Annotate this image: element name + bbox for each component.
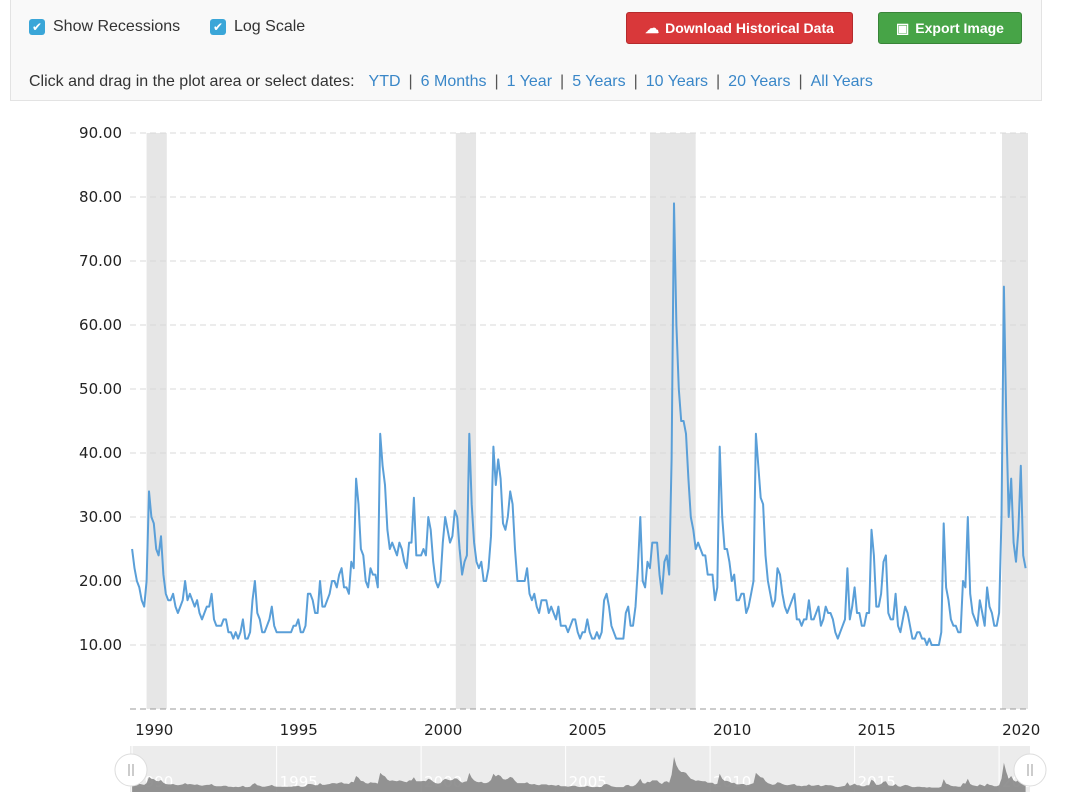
y-tick-label: 20.00 bbox=[79, 572, 122, 590]
x-tick-label: 2015 bbox=[858, 721, 896, 739]
log-scale-checkbox[interactable]: ✔ Log Scale bbox=[210, 18, 305, 36]
y-tick-label: 10.00 bbox=[79, 636, 122, 654]
y-tick-label: 30.00 bbox=[79, 508, 122, 526]
show-recessions-checkbox[interactable]: ✔ Show Recessions bbox=[29, 18, 180, 36]
chart-controls: ✔ Show Recessions ✔ Log Scale ☁ Download… bbox=[10, 0, 1042, 101]
navigator-left-handle[interactable] bbox=[114, 753, 148, 787]
navigator-background bbox=[130, 746, 1030, 792]
date-range-selector: Click and drag in the plot area or selec… bbox=[29, 73, 873, 90]
y-tick-label: 70.00 bbox=[79, 252, 122, 270]
range-5-years[interactable]: 5 Years bbox=[572, 73, 626, 90]
y-tick-label: 80.00 bbox=[79, 188, 122, 206]
range-1-year[interactable]: 1 Year bbox=[506, 73, 553, 90]
range-6-months[interactable]: 6 Months bbox=[420, 73, 487, 90]
handle-knob bbox=[114, 753, 148, 787]
range-prompt: Click and drag in the plot area or selec… bbox=[29, 73, 355, 90]
range-20-years[interactable]: 20 Years bbox=[728, 73, 791, 90]
navigator-tick-label: 2005 bbox=[569, 773, 607, 791]
y-tick-label: 50.00 bbox=[79, 380, 122, 398]
x-tick-label: 2000 bbox=[424, 721, 462, 739]
x-tick-label: 2005 bbox=[569, 721, 607, 739]
download-historical-data-button[interactable]: ☁ Download Historical Data bbox=[626, 12, 853, 44]
y-tick-label: 90.00 bbox=[79, 124, 122, 142]
range-ytd[interactable]: YTD bbox=[368, 73, 401, 90]
vix-series-line bbox=[131, 202, 1027, 646]
export-image-button[interactable]: ▣ Export Image bbox=[878, 12, 1022, 44]
recession-band bbox=[455, 133, 477, 709]
cloud-download-icon: ☁ bbox=[645, 19, 660, 36]
image-icon: ▣ bbox=[896, 19, 910, 36]
handle-knob bbox=[1013, 753, 1047, 787]
y-tick-label: 60.00 bbox=[79, 316, 122, 334]
recession-band bbox=[146, 133, 167, 709]
x-tick-label: 2020 bbox=[1002, 721, 1040, 739]
range-all-years[interactable]: All Years bbox=[810, 73, 873, 90]
navigator-right-handle[interactable] bbox=[1013, 753, 1047, 787]
x-tick-label: 1995 bbox=[280, 721, 318, 739]
y-tick-label: 40.00 bbox=[79, 444, 122, 462]
checkbox-checked-icon: ✔ bbox=[29, 19, 45, 35]
x-tick-label: 1990 bbox=[135, 721, 173, 739]
x-tick-label: 2010 bbox=[713, 721, 751, 739]
navigator-series-area bbox=[132, 756, 1026, 792]
checkbox-checked-icon: ✔ bbox=[210, 19, 226, 35]
range-10-years[interactable]: 10 Years bbox=[645, 73, 709, 90]
